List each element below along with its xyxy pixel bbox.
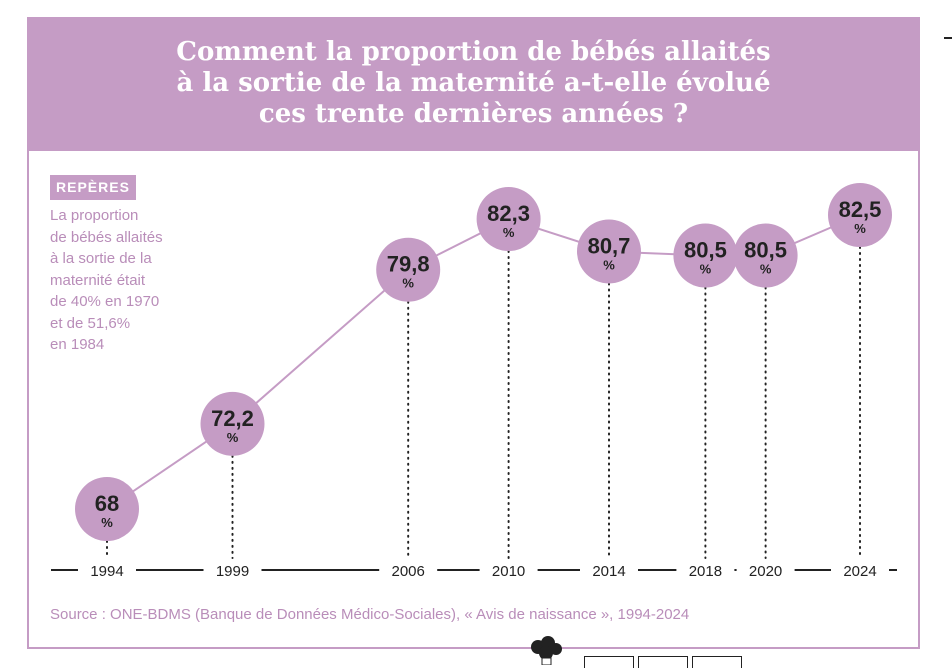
data-value-label: 79,8 — [387, 252, 430, 277]
note-line-5: de 40% en 1970 — [50, 293, 160, 310]
data-value-label: 82,3 — [487, 201, 530, 226]
data-value-label: 68 — [95, 491, 119, 516]
data-point-bubble — [476, 187, 541, 252]
page-edge-mark — [944, 37, 952, 39]
x-tick-label: 2020 — [749, 563, 782, 580]
data-point-bubble — [376, 237, 441, 302]
x-tick-label: 2024 — [843, 563, 876, 580]
data-value-label: 80,7 — [588, 233, 631, 258]
data-point-bubble — [733, 223, 798, 288]
x-tick-label: 2014 — [592, 563, 625, 580]
data-point-bubble — [577, 219, 641, 284]
chart-title: Comment la proportion de bébés allaités … — [89, 37, 858, 130]
data-point-bubble — [828, 183, 892, 247]
data-unit-label: % — [402, 276, 414, 291]
bottom-box — [692, 656, 742, 668]
note-line-4: maternité était — [50, 271, 146, 289]
title-line-3: ces trente dernières années ? — [258, 99, 689, 129]
data-unit-label: % — [854, 221, 866, 236]
data-unit-label: % — [101, 515, 113, 530]
bottom-box — [638, 656, 688, 668]
reperes-note: La proportion de bébés allaités à la sor… — [50, 205, 190, 356]
x-tick-label: 2018 — [689, 563, 722, 580]
note-line-6: et de 51,6% — [50, 314, 131, 332]
note-line-3: à la sortie de la — [50, 250, 152, 267]
x-tick-label: 2010 — [492, 563, 525, 580]
note-line-2: de bébés allaités — [50, 228, 163, 246]
data-unit-label: % — [700, 262, 712, 277]
data-point-bubble — [75, 477, 139, 541]
data-point-bubble — [673, 223, 738, 288]
data-unit-label: % — [760, 262, 772, 277]
source-note: Source : ONE-BDMS (Banque de Données Méd… — [50, 606, 690, 623]
note-line-7: en 1984 — [50, 336, 105, 353]
data-unit-label: % — [603, 257, 615, 272]
x-tick-label: 1999 — [216, 563, 249, 580]
x-tick-label: 2006 — [392, 563, 425, 580]
title-line-1: Comment la proportion de bébés allaités — [176, 37, 771, 67]
data-value-label: 72,2 — [211, 406, 254, 431]
data-value-label: 82,5 — [839, 197, 882, 222]
note-line-1: La proportion — [50, 207, 139, 224]
character-illustration — [531, 636, 562, 665]
bottom-box — [584, 656, 634, 668]
infographic-card: Comment la proportion de bébés allaités … — [27, 17, 920, 649]
title-line-2: à la sortie de la maternité a-t-elle évo… — [176, 68, 771, 98]
reperes-badge: REPÈRES — [50, 175, 136, 200]
data-unit-label: % — [503, 225, 515, 240]
data-unit-label: % — [227, 430, 239, 445]
data-point-bubble — [200, 391, 265, 456]
x-tick-label: 1994 — [90, 563, 123, 580]
title-banner: Comment la proportion de bébés allaités … — [29, 19, 918, 151]
data-value-label: 80,5 — [744, 238, 787, 263]
data-value-label: 80,5 — [684, 238, 727, 263]
